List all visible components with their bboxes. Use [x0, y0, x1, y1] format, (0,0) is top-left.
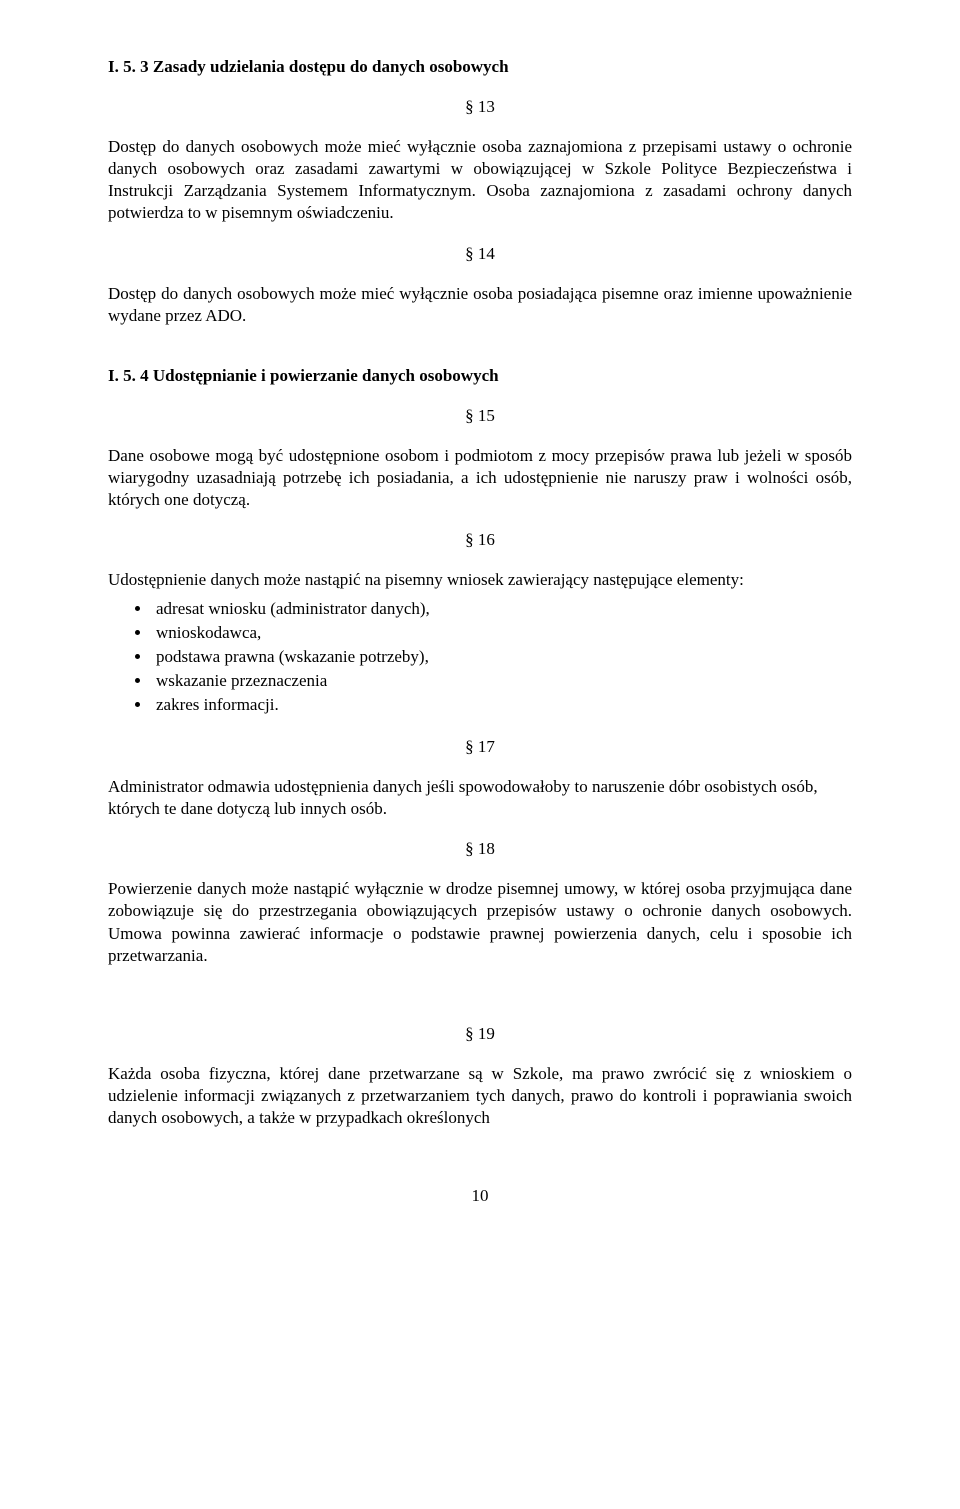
section-15-marker: § 15 [108, 405, 852, 427]
section-18-text: Powierzenie danych może nastąpić wyłączn… [108, 878, 852, 966]
section-19-marker: § 19 [108, 1023, 852, 1045]
section-18-marker: § 18 [108, 838, 852, 860]
section-16-list: adresat wniosku (administrator danych), … [108, 598, 852, 718]
list-item: wnioskodawca, [152, 622, 852, 646]
heading-sharing-entrusting: I. 5. 4 Udostępnianie i powierzanie dany… [108, 365, 852, 387]
section-19-text: Każda osoba fizyczna, której dane przetw… [108, 1063, 852, 1129]
section-17-marker: § 17 [108, 736, 852, 758]
list-item: zakres informacji. [152, 694, 852, 718]
heading-access-rules: I. 5. 3 Zasady udzielania dostępu do dan… [108, 56, 852, 78]
list-item: wskazanie przeznaczenia [152, 670, 852, 694]
section-15-text: Dane osobowe mogą być udostępnione osobo… [108, 445, 852, 511]
document-page: I. 5. 3 Zasady udzielania dostępu do dan… [0, 0, 960, 1247]
page-number: 10 [108, 1185, 852, 1207]
list-item: adresat wniosku (administrator danych), [152, 598, 852, 622]
section-17-text: Administrator odmawia udostępnienia dany… [108, 776, 852, 820]
section-14-text: Dostęp do danych osobowych może mieć wył… [108, 283, 852, 327]
section-16-intro: Udostępnienie danych może nastąpić na pi… [108, 569, 852, 591]
list-item: podstawa prawna (wskazanie potrzeby), [152, 646, 852, 670]
section-16-marker: § 16 [108, 529, 852, 551]
section-13-marker: § 13 [108, 96, 852, 118]
section-14-marker: § 14 [108, 243, 852, 265]
section-13-text: Dostęp do danych osobowych może mieć wył… [108, 136, 852, 224]
